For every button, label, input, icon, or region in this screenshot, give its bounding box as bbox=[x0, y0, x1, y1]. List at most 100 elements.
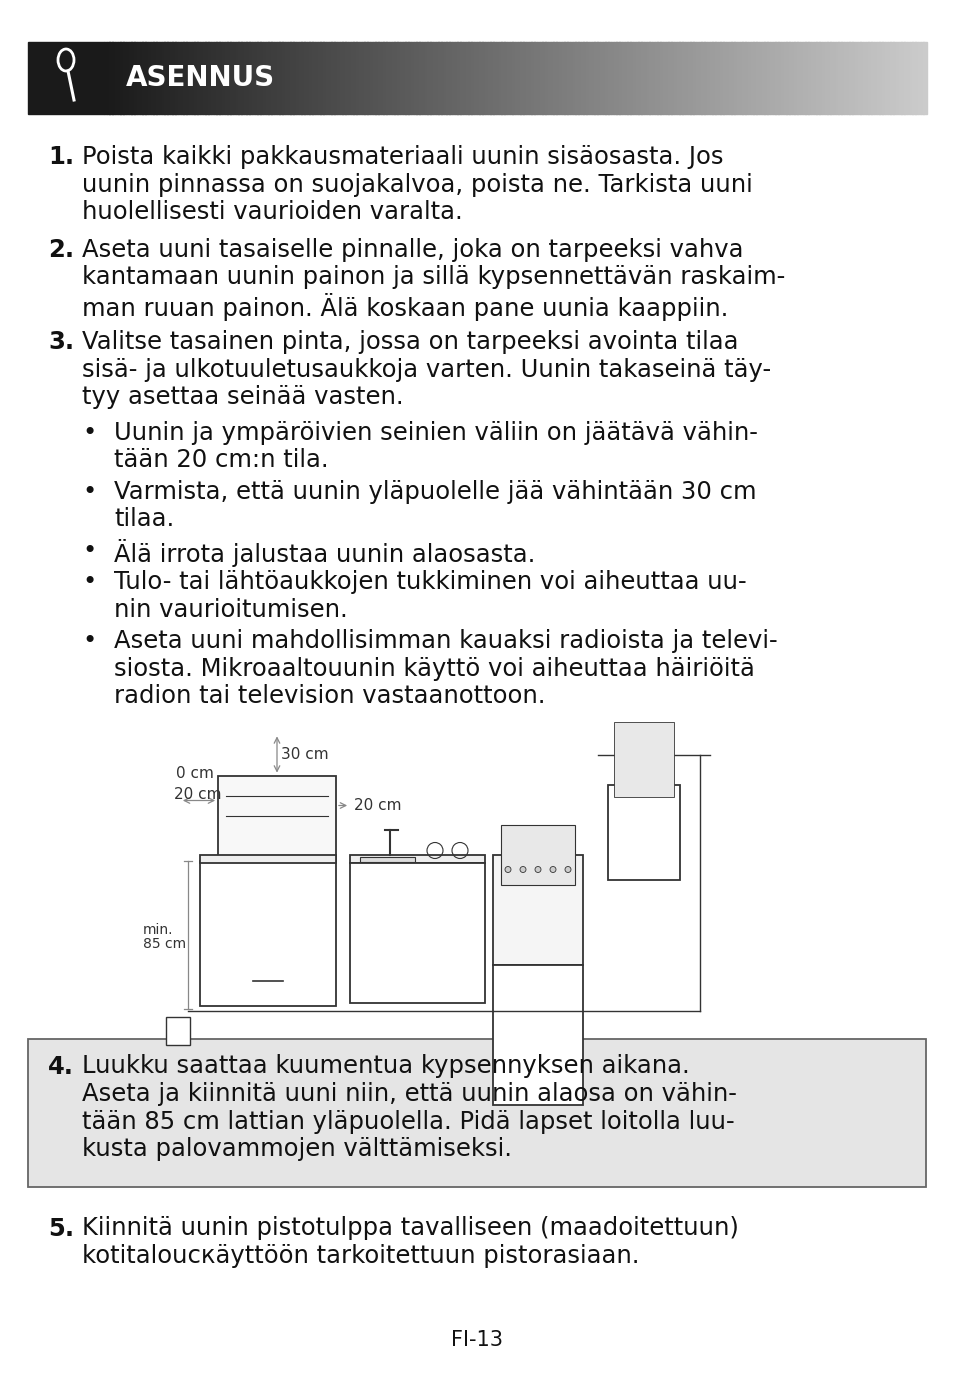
Bar bbox=[914, 41, 918, 113]
Bar bbox=[898, 41, 901, 113]
Bar bbox=[353, 41, 356, 113]
Text: siosta. Mikroaaltouunin käyttö voi aiheuttaa häiriöitä: siosta. Mikroaaltouunin käyttö voi aiheu… bbox=[113, 656, 754, 680]
Bar bbox=[170, 41, 172, 113]
Bar bbox=[506, 41, 510, 113]
Bar bbox=[112, 41, 115, 113]
Bar bbox=[785, 41, 789, 113]
Text: Kiinnitä uunin pistotulppa tavalliseen (maadoitettuun): Kiinnitä uunin pistotulppa tavalliseen (… bbox=[82, 1216, 739, 1241]
Bar bbox=[807, 41, 811, 113]
Bar bbox=[437, 41, 441, 113]
Bar bbox=[823, 41, 827, 113]
Bar bbox=[917, 41, 920, 113]
Bar bbox=[640, 41, 643, 113]
Text: •: • bbox=[82, 539, 96, 562]
Bar bbox=[218, 775, 335, 861]
Bar bbox=[870, 41, 874, 113]
Bar bbox=[564, 41, 567, 113]
Bar bbox=[607, 785, 679, 879]
Bar bbox=[323, 41, 326, 113]
Bar bbox=[452, 41, 455, 113]
Bar bbox=[433, 41, 436, 113]
Bar bbox=[676, 41, 679, 113]
Bar bbox=[895, 41, 898, 113]
Bar bbox=[336, 41, 340, 113]
Bar bbox=[123, 41, 127, 113]
Bar bbox=[394, 41, 397, 113]
Bar bbox=[213, 41, 216, 113]
Bar bbox=[178, 41, 181, 113]
Bar bbox=[810, 41, 813, 113]
Bar bbox=[901, 41, 903, 113]
Bar bbox=[421, 41, 425, 113]
Bar bbox=[553, 41, 556, 113]
Text: kusta palovammojen välttämiseksi.: kusta palovammojen välttämiseksi. bbox=[82, 1137, 512, 1161]
Bar bbox=[197, 41, 200, 113]
Bar bbox=[739, 41, 742, 113]
Bar bbox=[164, 41, 168, 113]
Bar bbox=[643, 41, 646, 113]
Bar bbox=[879, 41, 882, 113]
Bar bbox=[602, 41, 605, 113]
Text: min.: min. bbox=[143, 923, 173, 937]
Bar bbox=[115, 41, 118, 113]
Text: radion tai television vastaanottoon.: radion tai television vastaanottoon. bbox=[113, 684, 545, 708]
Bar bbox=[654, 41, 658, 113]
Text: •: • bbox=[82, 480, 96, 503]
Bar bbox=[597, 41, 599, 113]
Bar bbox=[358, 41, 362, 113]
Bar bbox=[728, 41, 731, 113]
Bar bbox=[205, 41, 209, 113]
Bar bbox=[537, 41, 539, 113]
Bar bbox=[889, 41, 893, 113]
Bar bbox=[449, 41, 452, 113]
Bar bbox=[298, 41, 301, 113]
Bar bbox=[509, 41, 512, 113]
Bar bbox=[500, 41, 504, 113]
Bar bbox=[578, 41, 580, 113]
Bar bbox=[722, 41, 726, 113]
Bar bbox=[443, 41, 447, 113]
Bar bbox=[539, 41, 542, 113]
Bar bbox=[720, 41, 723, 113]
Bar bbox=[257, 41, 260, 113]
Bar bbox=[772, 41, 775, 113]
Bar bbox=[646, 41, 649, 113]
Bar bbox=[402, 41, 405, 113]
Bar bbox=[136, 41, 140, 113]
Bar bbox=[200, 861, 335, 1006]
Bar bbox=[418, 41, 422, 113]
Bar bbox=[145, 41, 148, 113]
Bar bbox=[829, 41, 833, 113]
Bar bbox=[714, 41, 718, 113]
Bar bbox=[459, 41, 463, 113]
Bar bbox=[235, 41, 238, 113]
Bar bbox=[791, 41, 794, 113]
Bar bbox=[331, 41, 335, 113]
Bar bbox=[744, 41, 747, 113]
Bar bbox=[156, 41, 159, 113]
Bar bbox=[200, 41, 203, 113]
Bar bbox=[424, 41, 427, 113]
Bar bbox=[800, 41, 802, 113]
Bar bbox=[334, 41, 337, 113]
Text: •: • bbox=[82, 569, 96, 594]
Bar bbox=[819, 41, 821, 113]
Bar bbox=[528, 41, 532, 113]
Text: Tulo- tai lähtöaukkojen tukkiminen voi aiheuttaa uu-: Tulo- tai lähtöaukkojen tukkiminen voi a… bbox=[113, 569, 746, 594]
Bar bbox=[436, 41, 438, 113]
Bar bbox=[832, 41, 835, 113]
Bar bbox=[607, 41, 611, 113]
Bar bbox=[329, 41, 332, 113]
Bar bbox=[233, 41, 235, 113]
Bar bbox=[126, 41, 129, 113]
Bar bbox=[192, 41, 194, 113]
Text: sisä- ja ulkotuuletusaukkoja varten. Uunin takaseinä täy-: sisä- ja ulkotuuletusaukkoja varten. Uun… bbox=[82, 358, 770, 381]
Bar bbox=[583, 41, 586, 113]
Bar bbox=[392, 41, 395, 113]
Bar bbox=[440, 41, 444, 113]
Text: 0 cm: 0 cm bbox=[176, 766, 213, 781]
Bar bbox=[468, 41, 471, 113]
Bar bbox=[243, 41, 247, 113]
Text: Varmista, että uunin yläpuolelle jää vähintään 30 cm: Varmista, että uunin yläpuolelle jää väh… bbox=[113, 480, 756, 503]
Bar bbox=[183, 41, 187, 113]
